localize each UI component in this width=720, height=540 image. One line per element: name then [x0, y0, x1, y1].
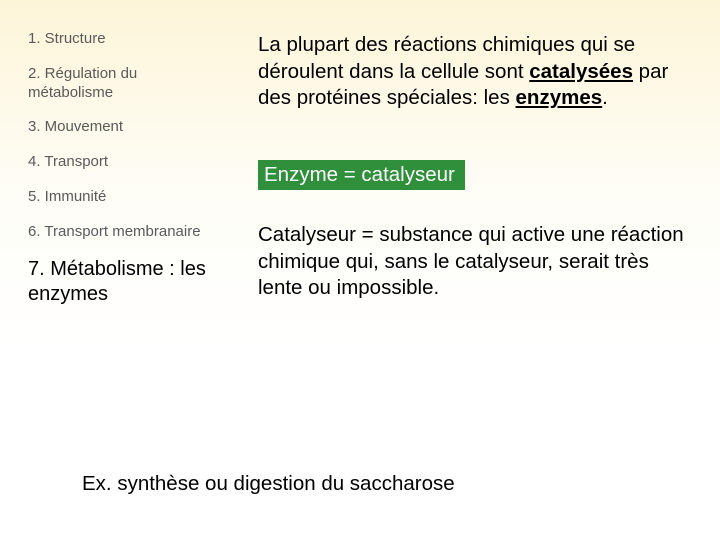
intro-paragraph: La plupart des réactions chimiques qui s…	[258, 32, 692, 112]
sidebar-item-transport-membranaire: 6. Transport membranaire	[28, 223, 218, 242]
sidebar-item-transport: 4. Transport	[28, 153, 218, 172]
sidebar-nav: 1. Structure 2. Régulation du métabolism…	[28, 30, 218, 323]
main-content: La plupart des réactions chimiques qui s…	[258, 30, 692, 323]
keyword-catalysees: catalysées	[529, 60, 633, 83]
text-fragment: .	[602, 86, 608, 109]
slide: 1. Structure 2. Régulation du métabolism…	[0, 0, 720, 540]
sidebar-item-regulation: 2. Régulation du métabolisme	[28, 65, 218, 103]
highlight-enzyme-catalyseur: Enzyme = catalyseur	[258, 160, 465, 190]
keyword-enzymes: enzymes	[516, 86, 603, 109]
sidebar-item-mouvement: 3. Mouvement	[28, 118, 218, 137]
columns: 1. Structure 2. Régulation du métabolism…	[28, 30, 692, 323]
sidebar-item-immunite: 5. Immunité	[28, 188, 218, 207]
example-text: Ex. synthèse ou digestion du saccharose	[82, 472, 455, 496]
definition-catalyseur: Catalyseur = substance qui active une ré…	[258, 222, 692, 302]
sidebar-item-structure: 1. Structure	[28, 30, 218, 49]
sidebar-item-metabolisme-enzymes: 7. Métabolisme : les enzymes	[28, 257, 218, 307]
